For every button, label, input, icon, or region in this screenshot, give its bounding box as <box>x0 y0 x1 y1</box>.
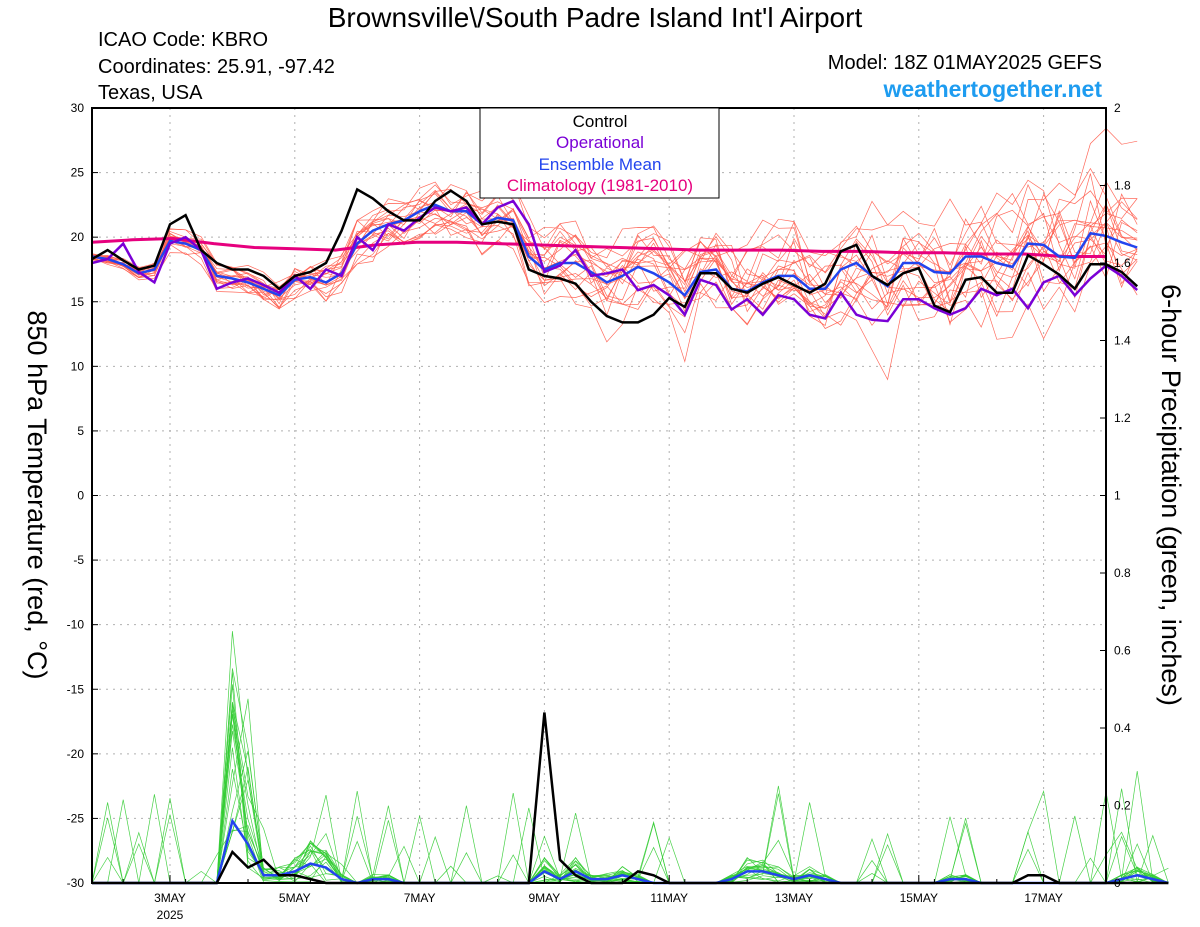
y2-axis-label: 6-hour Precipitation (green, inches) <box>1156 284 1186 706</box>
climatology-line <box>91 236 1106 258</box>
y-tick-label: 25 <box>71 166 85 180</box>
temp-ensemble-mean-line <box>91 203 1138 298</box>
y-tick-label: -20 <box>67 747 85 761</box>
y2-tick-label: 0.6 <box>1114 644 1131 658</box>
y-tick-label: 10 <box>71 359 85 373</box>
y2-tick-label: 2 <box>1114 101 1121 115</box>
y-tick-label: -5 <box>73 553 84 567</box>
x-tick-label: 3MAY <box>154 891 186 905</box>
x-tick-label: 7MAY <box>404 891 436 905</box>
x-tick-label: 9MAY <box>529 891 561 905</box>
y2-tick-label: 1.8 <box>1114 179 1131 193</box>
x-tick-label: 13MAY <box>775 891 813 905</box>
precip-member-line <box>92 750 1169 884</box>
temp-member-line <box>91 213 1138 323</box>
chart-title: Brownsville\/South Padre Island Int'l Ai… <box>327 2 863 33</box>
legend-box <box>479 107 720 199</box>
x-tick-label: 5MAY <box>279 891 311 905</box>
y-axis-label: 850 hPa Temperature (red, °C) <box>22 311 52 680</box>
legend-ensemble-mean: Ensemble Mean <box>539 155 662 174</box>
model-run: Model: 18Z 01MAY2025 GEFS <box>827 52 1102 74</box>
y2-tick-label: 0.2 <box>1114 799 1131 813</box>
coordinates: Coordinates: 25.91, -97.42 <box>98 56 335 78</box>
y2-tick-label: 0.8 <box>1114 566 1131 580</box>
x-tick-sublabel: 2025 <box>157 908 184 922</box>
icao-code: ICAO Code: KBRO <box>98 29 269 51</box>
y-tick-label: -15 <box>67 682 85 696</box>
y2-tick-label: 1.2 <box>1114 411 1131 425</box>
y-tick-label: -30 <box>67 876 85 890</box>
temp-operational-line <box>91 199 1139 323</box>
y2-tick-label: 0.4 <box>1114 721 1131 735</box>
y-tick-label: 30 <box>71 101 85 115</box>
x-tick-label: 15MAY <box>900 891 938 905</box>
y-tick-label: 0 <box>77 489 84 503</box>
y-tick-label: 5 <box>77 424 84 438</box>
x-tick-label: 11MAY <box>650 891 688 905</box>
y2-tick-label: 0 <box>1114 876 1121 890</box>
y-axis-ticks: 30 25 20 15 10 5 0 -5 -10 -15 -20 -25 -30 <box>67 101 98 890</box>
x-axis-ticks: 3MAY 2025 5MAY 7MAY 9MAY 11MAY 13MAY 15MAY 17MAY <box>122 875 1063 922</box>
y2-tick-label: 1.4 <box>1114 334 1131 348</box>
y-tick-label: -10 <box>67 618 85 632</box>
temp-member-line <box>91 190 1138 381</box>
legend-operational: Operational <box>556 133 644 152</box>
y-tick-label: 20 <box>71 230 85 244</box>
temp-member-line <box>91 127 1138 334</box>
legend: Control Operational Ensemble Mean Climat… <box>479 107 720 199</box>
temp-member-line <box>91 173 1138 326</box>
grid-lines <box>92 108 1106 883</box>
y2-tick-label: 1.6 <box>1114 256 1131 270</box>
precipitation-members <box>91 631 1169 884</box>
legend-control: Control <box>573 112 628 131</box>
x-tick-label: 17MAY <box>1024 891 1062 905</box>
temp-member-line <box>91 188 1138 312</box>
temp-control-line <box>91 187 1139 324</box>
site-link[interactable]: weathertogether.net <box>883 76 1102 102</box>
y-tick-label: 15 <box>71 295 85 309</box>
legend-climatology: Climatology (1981-2010) <box>507 176 693 195</box>
location: Texas, USA <box>98 82 203 104</box>
main-series-lines <box>91 187 1169 885</box>
temp-member-line <box>91 207 1138 343</box>
temp-member-line <box>91 181 1138 318</box>
y2-tick-label: 1 <box>1114 489 1121 503</box>
y-tick-label: -25 <box>67 811 85 825</box>
y2-axis-ticks: 2 1.8 1.6 1.4 1.2 1 0.8 0.6 0.4 0.2 0 <box>1100 101 1131 890</box>
